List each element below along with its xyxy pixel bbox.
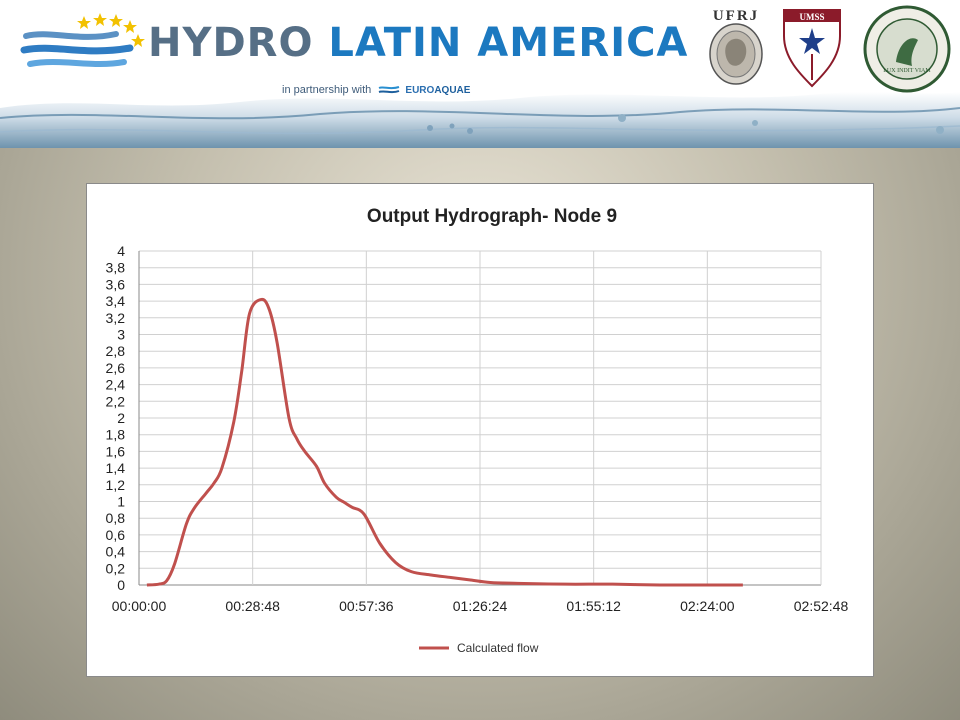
series-line-calculated-flow: [146, 297, 743, 587]
y-tick-label: 2,4: [106, 377, 126, 393]
x-tick-label: 02:24:00: [680, 598, 735, 614]
universidad-litoral-seal-icon: LUX INDIT VIAM: [863, 5, 951, 93]
y-tick-label: 1,2: [106, 477, 126, 493]
y-tick-label: 2,8: [106, 343, 126, 359]
water-splash-image: [0, 92, 960, 148]
euroaquae-aquae: AQUAE: [434, 85, 471, 96]
logo-hydro-text: HYDRO: [148, 20, 314, 66]
umss-shield-icon: UMSS: [783, 9, 841, 88]
litoral-seal-motto: LUX INDIT VIAM: [883, 68, 931, 74]
y-tick-label: 1,6: [106, 443, 126, 459]
chart-frame: Output Hydrograph- Node 9 0 0,2 0,4 0,6 0,8 1 1…: [86, 183, 874, 677]
euroaquae-logo: EUROAQUAE: [405, 85, 470, 96]
x-tick-label: 00:28:48: [225, 598, 280, 614]
partnership-prefix: in partnership with: [282, 84, 372, 96]
hydrograph-chart: Output Hydrograph- Node 900,20,40,60,811…: [106, 206, 849, 655]
partnership-line: in partnership with EUROAQUAE: [282, 84, 470, 96]
euroaquae-waves-icon: [378, 86, 400, 94]
y-tick-label: 0,2: [106, 560, 126, 576]
y-tick-label: 0,4: [106, 544, 126, 560]
legend-label: Calculated flow: [457, 641, 539, 655]
y-tick-label: 2,6: [106, 360, 126, 376]
y-tick-label: 1,8: [106, 427, 126, 443]
ufrj-seal-icon: UFRJ: [709, 8, 763, 85]
x-tick-label: 01:55:12: [566, 598, 621, 614]
umss-seal-text: UMSS: [799, 12, 824, 22]
y-tick-label: 0: [117, 577, 125, 593]
y-tick-label: 2,2: [106, 393, 126, 409]
y-tick-label: 0,8: [106, 510, 126, 526]
y-tick-label: 2: [117, 410, 125, 426]
header-banner: HYDRO LATIN AMERICA in partnership with …: [0, 0, 960, 148]
x-tick-label: 00:57:36: [339, 598, 394, 614]
x-tick-label: 00:00:00: [112, 598, 167, 614]
y-tick-label: 3: [117, 327, 125, 343]
y-tick-label: 0,6: [106, 527, 126, 543]
euroaquae-euro: EURO: [405, 85, 435, 96]
hydro-latin-america-logo: HYDRO LATIN AMERICA: [148, 20, 688, 66]
y-tick-label: 3,8: [106, 260, 126, 276]
x-tick-label: 02:52:48: [794, 598, 849, 614]
y-tick-label: 1: [117, 494, 125, 510]
ufrj-seal-text: UFRJ: [713, 8, 759, 24]
y-tick-label: 4: [117, 243, 125, 259]
y-tick-label: 3,6: [106, 276, 126, 292]
logo-latin-america-text: LATIN AMERICA: [328, 20, 689, 66]
chart-title: Output Hydrograph- Node 9: [367, 206, 617, 227]
x-tick-label: 01:26:24: [453, 598, 508, 614]
y-tick-label: 3,2: [106, 310, 126, 326]
y-tick-label: 3,4: [106, 293, 126, 309]
y-tick-label: 1,4: [106, 460, 126, 476]
hydro-waves-logo-icon: [20, 13, 145, 67]
